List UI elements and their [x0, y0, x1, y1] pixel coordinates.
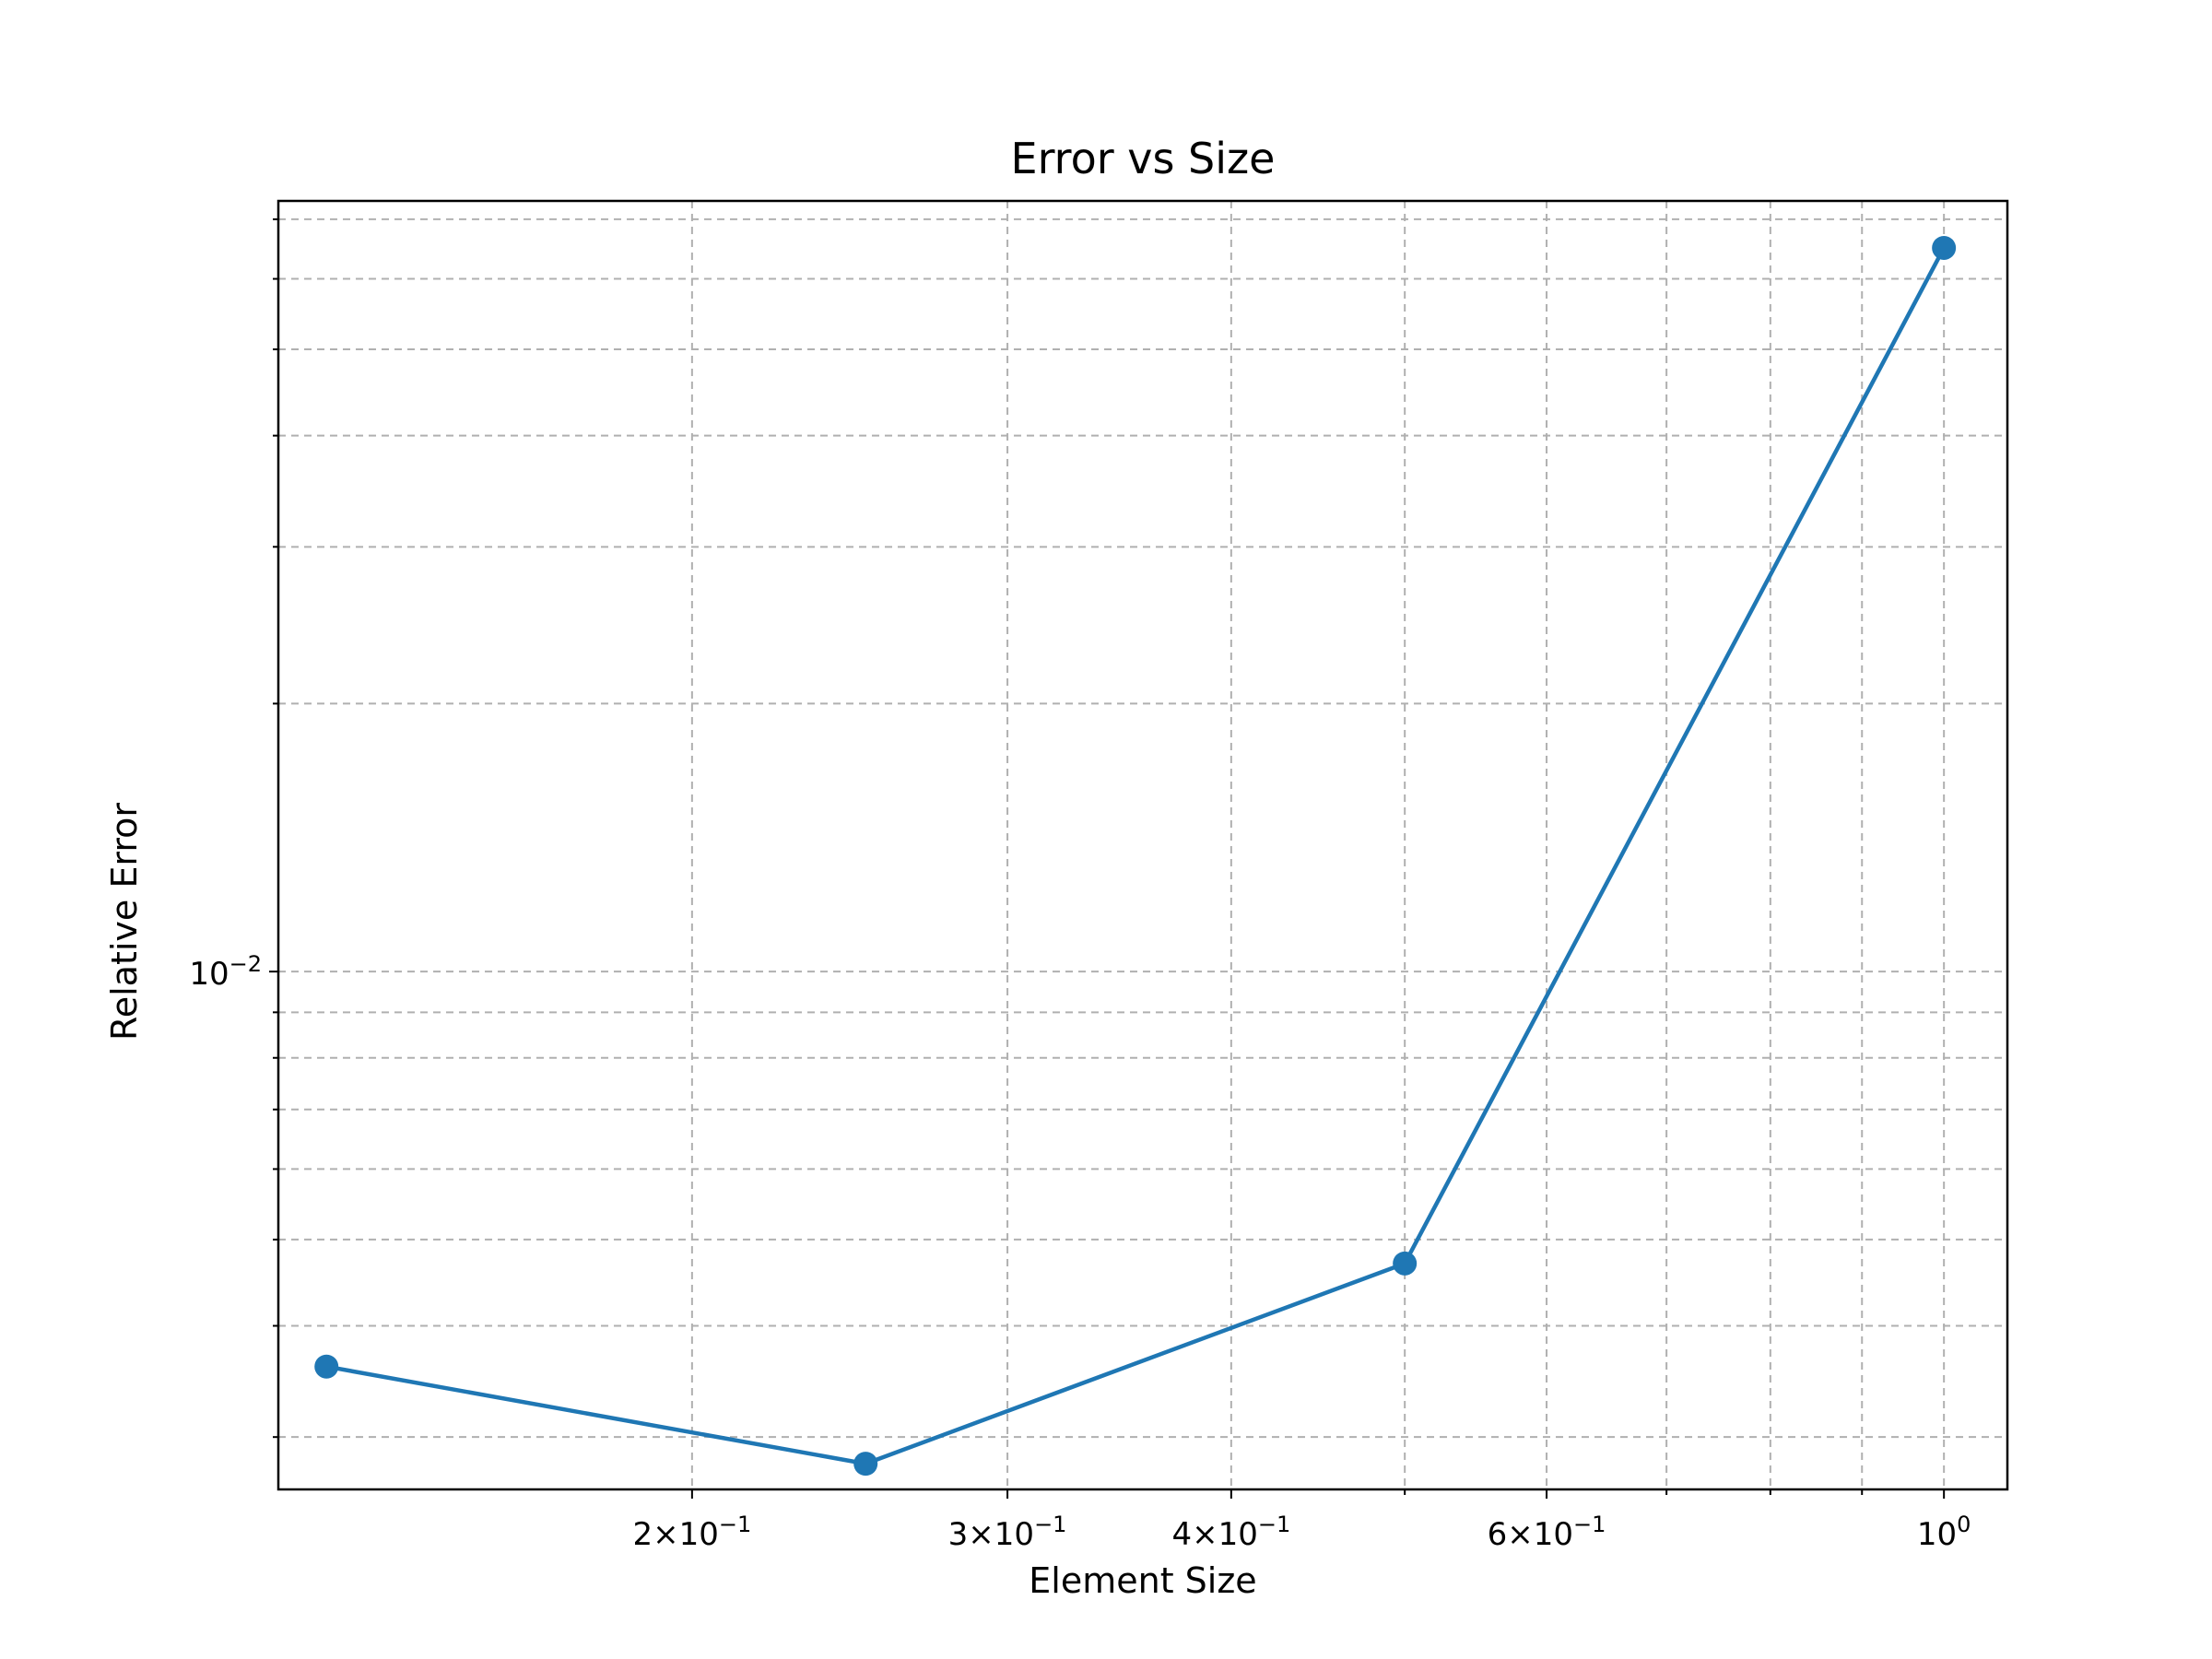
- data-point: [314, 1354, 339, 1379]
- chart-title: Error vs Size: [1011, 134, 1276, 183]
- series-line: [325, 246, 1947, 1466]
- series-layer: [314, 235, 1957, 1477]
- x-tick-label: 4×10−1: [1171, 1512, 1290, 1553]
- x-axis-label: Element Size: [1029, 1560, 1256, 1601]
- x-tick-label: 100: [1917, 1512, 1971, 1553]
- x-tick-label: 6×10−1: [1488, 1512, 1606, 1553]
- data-point: [853, 1452, 878, 1477]
- y-axis-label: Relative Error: [104, 803, 145, 1041]
- y-tick-label: 10−2: [189, 951, 262, 993]
- tick-layer: 2×10−1 3×10−1 4×10−1 6×10−1 100 10−2: [189, 218, 1971, 1553]
- data-point: [1393, 1251, 1418, 1276]
- axes-frame: [276, 199, 2009, 1491]
- data-point: [1932, 235, 1957, 260]
- x-tick-label: 2×10−1: [632, 1512, 751, 1553]
- grid-lines: [278, 201, 2007, 1489]
- x-tick-label: 3×10−1: [948, 1512, 1067, 1553]
